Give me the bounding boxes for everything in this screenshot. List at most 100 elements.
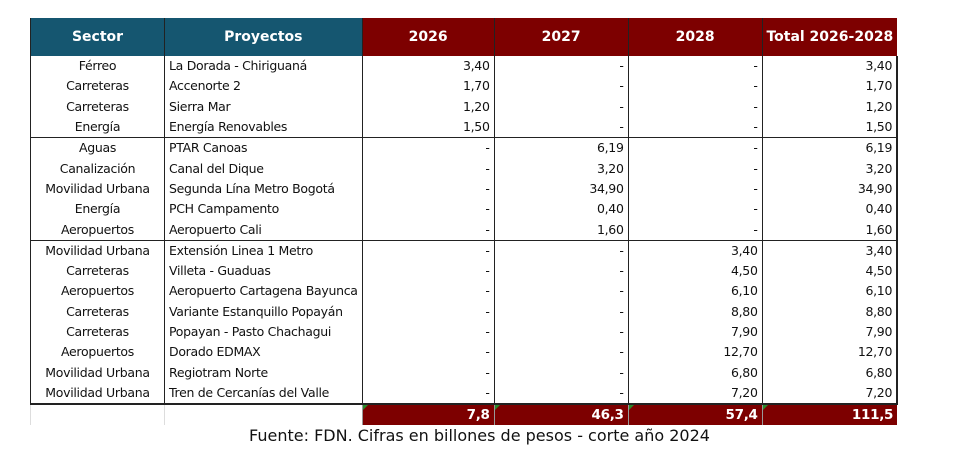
cell-val-2026: - [361, 199, 495, 220]
cell-val-2028: 12,70 [627, 342, 763, 363]
cell-val-total: 3,20 [761, 158, 899, 179]
cell-proyecto: Variante Estanquillo Popayán [164, 301, 363, 322]
investment-table: Sector Proyectos 2026 2027 2028 Total 20… [30, 18, 899, 426]
empty-cell [30, 404, 165, 426]
total-val-2027: 46,3 [493, 404, 629, 426]
cell-sector: Energía [30, 199, 165, 220]
table-row: Aeropuertos Dorado EDMAX - -12,70 12,70 [30, 342, 899, 363]
cell-sector: Energía [30, 116, 165, 138]
cell-val-2027: 34,90 [493, 178, 629, 200]
cell-val-2028: 3,40 [627, 239, 763, 261]
cell-val-2027: - [493, 342, 629, 363]
source-caption: Fuente: FDN. Cifras en billones de pesos… [249, 426, 710, 445]
cell-val-2026: - [361, 260, 495, 282]
cell-proyecto: Aeropuerto Cartagena Bayunca [164, 281, 363, 302]
cell-val-2026: - [361, 321, 495, 343]
table-row: Férreo La Dorada - Chiriguaná 3,40- -3,40 [30, 56, 899, 77]
cell-val-2028: 7,90 [627, 321, 763, 343]
cell-val-2027: - [493, 301, 629, 322]
header-proyectos: Proyectos [164, 18, 363, 56]
cell-val-total: 34,90 [761, 178, 899, 200]
table-row: Canalización Canal del Dique -3,20-3,20 [30, 158, 899, 179]
cell-val-total: 12,70 [761, 342, 899, 363]
cell-sector: Aeropuertos [30, 281, 165, 302]
cell-proyecto: Segunda Lína Metro Bogotá [164, 178, 363, 200]
cell-proyecto: Aeropuerto Cali [164, 219, 363, 241]
cell-val-total: 6,80 [761, 362, 899, 383]
cell-val-total: 6,10 [761, 281, 899, 302]
cell-val-2028: - [627, 76, 763, 97]
total-val-2028: 57,4 [627, 404, 763, 426]
cell-proyecto: La Dorada - Chiriguaná [164, 56, 363, 77]
cell-val-2028: 4,50 [627, 260, 763, 282]
table-row: Energía PCH Campamento -0,40-0,40 [30, 199, 899, 220]
cell-val-2026: 3,40 [361, 56, 495, 77]
cell-val-2027: - [493, 362, 629, 383]
cell-val-2027: 1,60 [493, 219, 629, 241]
total-val-total: 111,5 [761, 404, 898, 426]
cell-val-2026: - [361, 362, 495, 383]
cell-val-2026: 1,70 [361, 76, 495, 97]
cell-sector: Carreteras [30, 96, 165, 117]
cell-val-2026: - [361, 382, 495, 406]
header-2026: 2026 [361, 18, 495, 56]
cell-val-total: 3,40 [761, 239, 899, 261]
cell-proyecto: Popayan - Pasto Chachagui [164, 321, 363, 343]
table-row: Carreteras Sierra Mar 1,20- -1,20 [30, 96, 899, 117]
cell-sector: Movilidad Urbana [30, 382, 165, 406]
cell-val-2027: 6,19 [493, 137, 629, 159]
cell-val-2027: - [493, 260, 629, 282]
table-row: Energía Energía Renovables 1,50- -1,50 [30, 116, 899, 138]
cell-sector: Férreo [30, 56, 165, 77]
cell-val-2027: - [493, 281, 629, 302]
header-sector: Sector [30, 18, 165, 56]
cell-val-2027: 0,40 [493, 199, 629, 220]
cell-proyecto: PCH Campamento [164, 199, 363, 220]
cell-sector: Movilidad Urbana [30, 362, 165, 383]
cell-val-2028: 8,80 [627, 301, 763, 322]
cell-val-2027: - [493, 239, 629, 261]
cell-val-2027: - [493, 382, 629, 406]
cell-sector: Movilidad Urbana [30, 239, 165, 261]
cell-val-2026: - [361, 239, 495, 261]
cell-val-2026: - [361, 158, 495, 179]
cell-val-total: 8,80 [761, 301, 899, 322]
cell-val-2026: 1,20 [361, 96, 495, 117]
cell-val-total: 1,50 [761, 116, 899, 138]
cell-proyecto: Sierra Mar [164, 96, 363, 117]
empty-cell [164, 404, 363, 426]
cell-val-2026: - [361, 301, 495, 322]
cell-val-2027: - [493, 56, 629, 77]
cell-sector: Aeropuertos [30, 342, 165, 363]
table-row: Carreteras Popayan - Pasto Chachagui - -7,9… [30, 321, 899, 343]
cell-val-2026: - [361, 137, 495, 159]
cell-val-total: 7,90 [761, 321, 899, 343]
cell-val-2028: - [627, 56, 763, 77]
cell-proyecto: PTAR Canoas [164, 137, 363, 159]
cell-proyecto: Canal del Dique [164, 158, 363, 179]
cell-proyecto: Accenorte 2 [164, 76, 363, 97]
cell-val-2027: - [493, 96, 629, 117]
table-row: Movilidad Urbana Segunda Lína Metro Bogot… [30, 178, 899, 200]
cell-proyecto: Dorado EDMAX [164, 342, 363, 363]
cell-val-total: 0,40 [761, 199, 899, 220]
cell-val-total: 1,20 [761, 96, 899, 117]
table-row: Carreteras Variante Estanquillo Popayán - -… [30, 301, 899, 322]
header-total: Total 2026-2028 [761, 18, 898, 56]
table-row: Aeropuertos Aeropuerto Cali -1,60-1,60 [30, 219, 899, 241]
table-row: Carreteras Accenorte 2 1,70- -1,70 [30, 76, 899, 97]
cell-val-2028: - [627, 116, 763, 138]
cell-val-2028: - [627, 199, 763, 220]
header-2027: 2027 [493, 18, 629, 56]
cell-sector: Aeropuertos [30, 219, 165, 241]
total-val-2026: 7,8 [361, 404, 495, 426]
cell-val-total: 4,50 [761, 260, 899, 282]
cell-proyecto: Regiotram Norte [164, 362, 363, 383]
cell-val-2028: - [627, 158, 763, 179]
cell-val-2028: - [627, 137, 763, 159]
cell-val-total: 3,40 [761, 56, 899, 77]
cell-sector: Carreteras [30, 76, 165, 97]
table-row: Movilidad Urbana Extensión Linea 1 Metro -… [30, 239, 899, 261]
header-row: Sector Proyectos 2026 2027 2028 Total 20… [30, 18, 898, 56]
cell-val-total: 1,60 [761, 219, 899, 241]
